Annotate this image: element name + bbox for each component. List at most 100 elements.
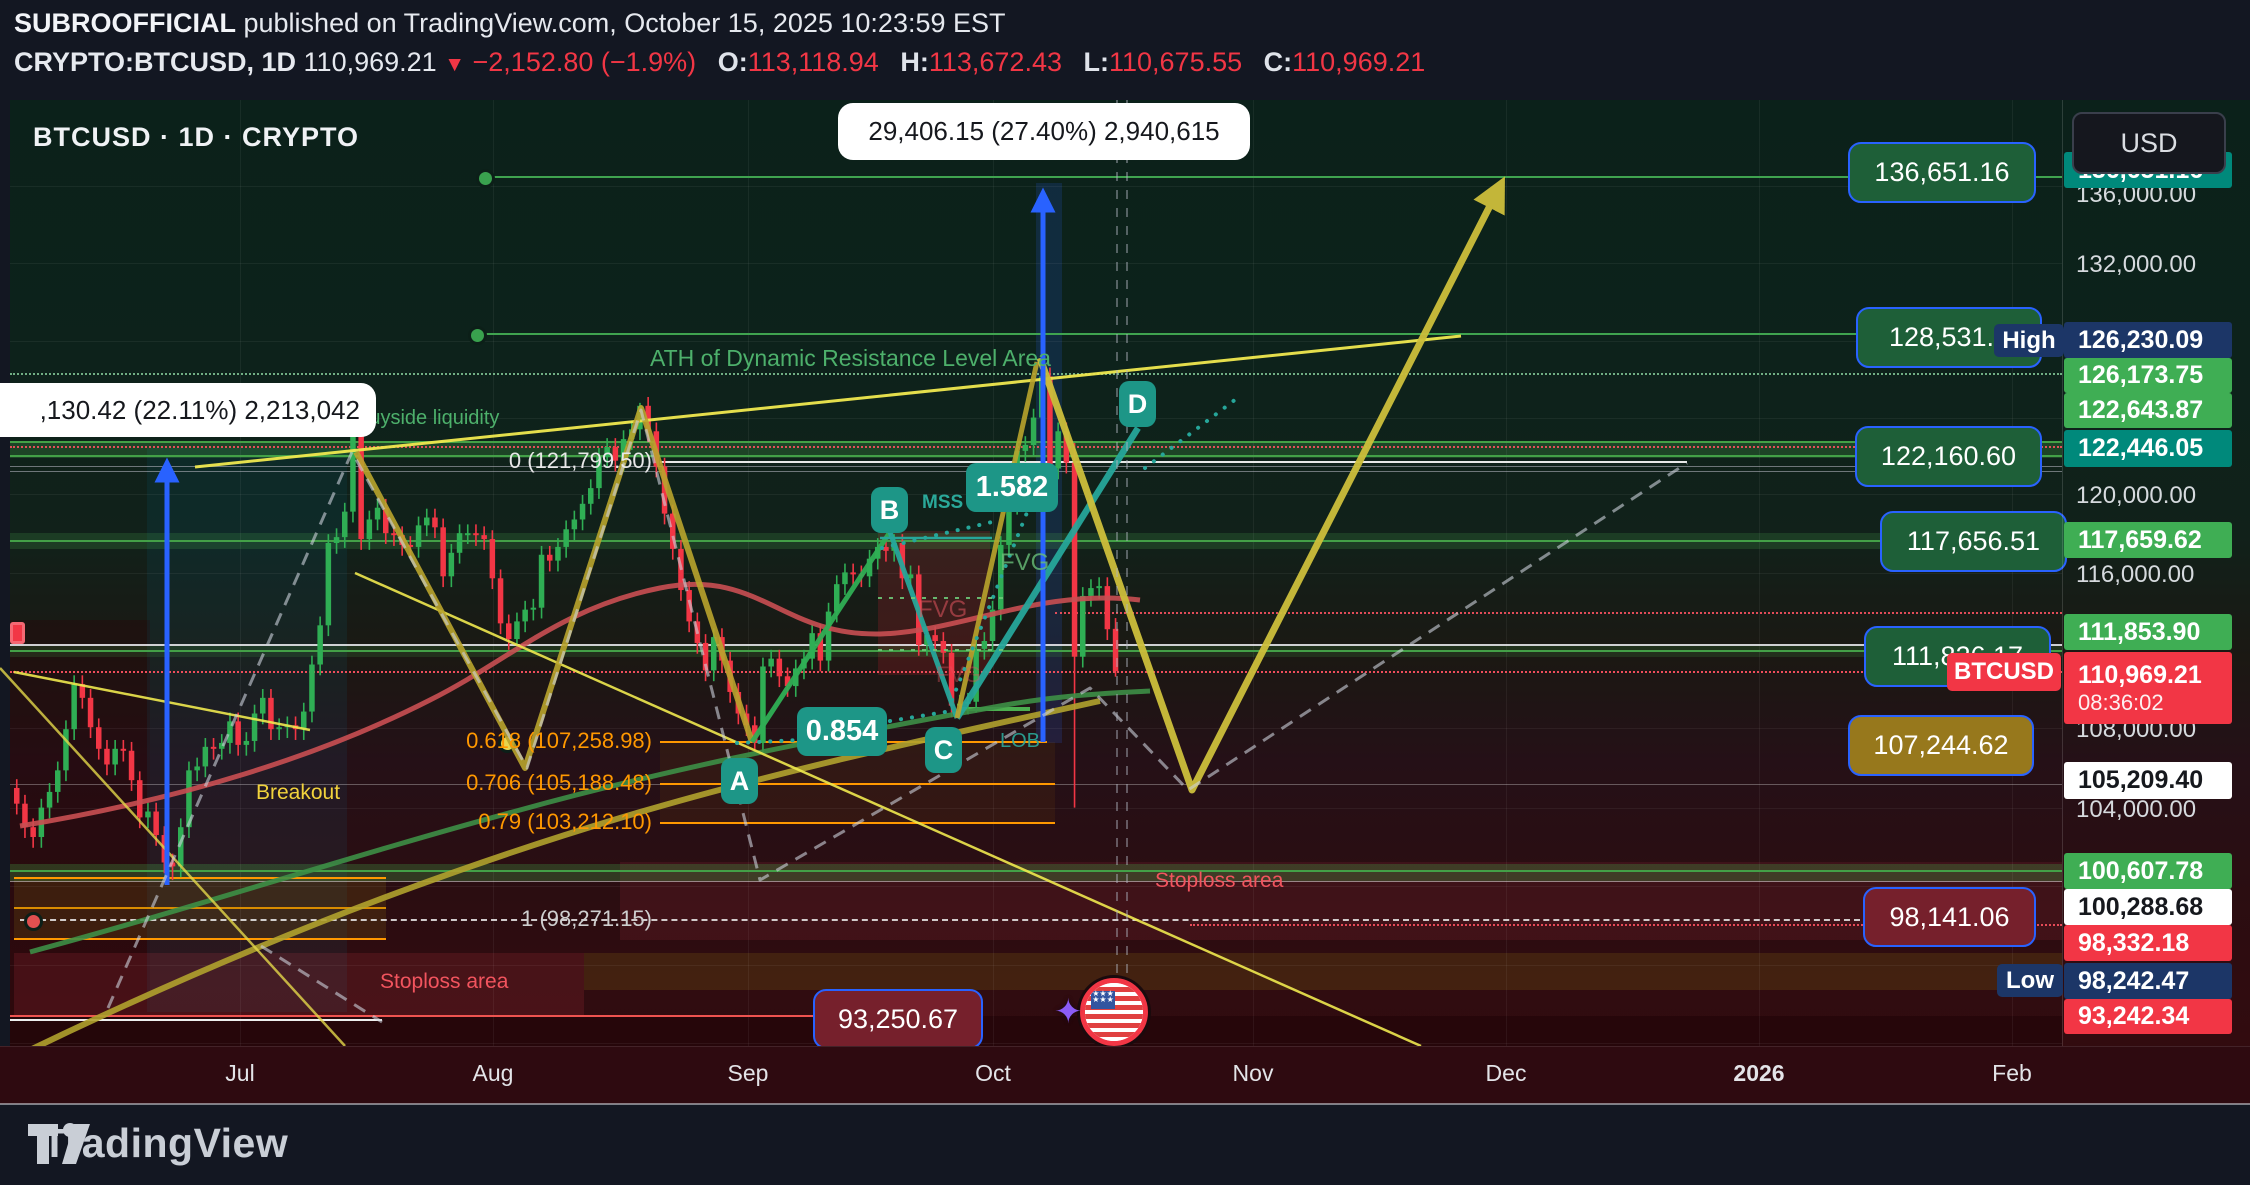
down-arrow-icon: ▼	[444, 53, 465, 76]
annotation-breakout: Breakout	[256, 781, 341, 804]
axis-price-label: 126,230.09	[2064, 322, 2232, 358]
tradingview-watermark: TradingView	[28, 1120, 288, 1167]
pattern-chip-b[interactable]: B	[871, 487, 908, 533]
axis-price-label: 98,332.18	[2064, 925, 2232, 961]
orange-left-1	[14, 876, 386, 879]
axis-price-label: 126,173.75	[2064, 358, 2232, 393]
current-price: 110,969.21	[2078, 660, 2202, 689]
orange-left-2	[14, 907, 386, 909]
symbol-label: CRYPTO:BTCUSD, 1D	[14, 47, 297, 77]
annotation-stoploss-area: Stoploss area	[380, 970, 509, 993]
grid-hline	[10, 728, 2062, 729]
sparkle-icon: ✦	[1054, 993, 1083, 1031]
olive-zone-bottom	[584, 953, 2062, 990]
level-136651	[484, 175, 2062, 178]
axis-price-label: 122,446.05	[2064, 430, 2232, 467]
time-label-feb: Feb	[1992, 1060, 2032, 1086]
axis-grid-label: 104,000.00	[2076, 796, 2197, 823]
measure-callout-1[interactable]: ,130.42 (22.11%) 2,213,042	[0, 383, 376, 437]
currency-toggle-button[interactable]: USD	[2072, 112, 2226, 174]
fib-79-line	[660, 821, 1055, 824]
level-111853	[10, 650, 2062, 652]
time-label-nov: Nov	[1232, 1060, 1274, 1086]
orange-left-3	[14, 937, 386, 940]
price-chip-9325067[interactable]: 93,250.67	[813, 989, 983, 1049]
grid-hline	[10, 886, 2062, 887]
grid-vline	[1759, 100, 1760, 1046]
grid-hline	[10, 1043, 2062, 1044]
annotation-0-618-107-258-98-: 0.618 (107,258.98)	[466, 728, 652, 753]
bar-countdown: 08:36:02	[2078, 689, 2164, 715]
open-key: O:	[717, 47, 748, 77]
alert-flag-icon[interactable]	[10, 622, 25, 644]
ob-green-segment	[960, 707, 1030, 711]
level-100607	[10, 869, 2062, 872]
annotation-stoploss-area: Stoploss area	[1155, 869, 1284, 892]
axis-price-label: 105,209.40	[2064, 762, 2232, 799]
watermark-text: TradingView	[42, 1120, 289, 1166]
annotation-lob: LOB	[1000, 730, 1041, 752]
axis-tag-high: High	[1994, 324, 2064, 357]
annotation-fvg: FVG	[1000, 549, 1050, 576]
time-axis[interactable]	[0, 1046, 2250, 1104]
price-chip-10724462[interactable]: 107,244.62	[1848, 715, 2034, 776]
low-key: L:	[1083, 47, 1109, 77]
last-price: 110,969.21	[303, 47, 437, 77]
line-anchor-dot	[468, 326, 487, 345]
price-chip-9814106[interactable]: 98,141.06	[1863, 887, 2036, 947]
time-axis-border	[0, 1103, 2250, 1105]
pattern-chip-c[interactable]: C	[925, 727, 962, 773]
measure-callout-2[interactable]: 29,406.15 (27.40%) 2,940,615	[838, 103, 1250, 160]
axis-tag-low: Low	[1997, 964, 2063, 997]
level-122643	[10, 441, 2062, 443]
red-line-93250	[10, 1015, 813, 1017]
time-label-2026: 2026	[1733, 1060, 1785, 1086]
axis-price-label: 98,242.47	[2064, 963, 2232, 999]
annotation-mss: MSS	[922, 492, 964, 513]
red-dotted-high	[1055, 612, 2062, 614]
time-label-dec: Dec	[1485, 1060, 1527, 1086]
change-value: −2,152.80 (−1.9%)	[472, 47, 697, 77]
price-chip-12216060[interactable]: 122,160.60	[1855, 426, 2042, 487]
red-dotted-upper	[10, 446, 2062, 448]
high-value: 113,672.43	[928, 47, 1062, 77]
grid-hline	[10, 341, 2062, 342]
price-chip-13665116[interactable]: 136,651.16	[1848, 142, 2036, 203]
byline: SUBROOFFICIAL published on TradingView.c…	[14, 8, 1006, 38]
level-122446	[10, 455, 2062, 457]
chart-title: BTCUSD · 1D · CRYPTO	[33, 122, 360, 152]
fib-0-line	[660, 461, 1687, 463]
axis-price-label: 111,853.90	[2064, 614, 2232, 650]
us-event-flag-icon[interactable]: ★★★ ★★★	[1080, 978, 1148, 1046]
axis-price-label: 122,643.87	[2064, 393, 2232, 428]
level-128531	[476, 332, 2062, 335]
pattern-chip-0.854[interactable]: 0.854	[797, 707, 887, 756]
time-label-oct: Oct	[975, 1060, 1011, 1086]
pattern-chip-a[interactable]: A	[721, 758, 758, 804]
price-chip-11765651[interactable]: 117,656.51	[1880, 511, 2067, 572]
white-line-mid	[10, 644, 2062, 646]
level-117659	[10, 540, 2062, 542]
high-key: H:	[900, 47, 929, 77]
white-line-bottom	[10, 1019, 382, 1021]
annotation-0-706-105-188-48-: 0.706 (105,188.48)	[466, 770, 652, 795]
grid-hline	[10, 186, 2062, 187]
open-value: 113,118.94	[747, 47, 879, 77]
axis-grid-label: 132,000.00	[2076, 251, 2197, 278]
fib-706-line	[660, 782, 1055, 785]
axis-price-label: 100,607.78	[2064, 853, 2232, 889]
grid-hline	[10, 808, 2062, 809]
symbol-summary: CRYPTO:BTCUSD, 1D 110,969.21 ▼ −2,152.80…	[14, 47, 1425, 78]
white-100288	[10, 881, 2062, 883]
price-axis-separator	[2062, 100, 2063, 1103]
axis-grid-label: 120,000.00	[2076, 482, 2197, 509]
axis-price-label: 110,969.21 08:36:02	[2064, 652, 2232, 724]
ath-liquidity-dotted	[10, 373, 2062, 375]
annotation-fvg: FVG	[918, 596, 968, 623]
time-label-jul: Jul	[225, 1060, 255, 1086]
time-label-aug: Aug	[472, 1060, 514, 1086]
pattern-chip-1.582[interactable]: 1.582	[966, 463, 1058, 512]
axis-price-label: 117,659.62	[2064, 522, 2232, 558]
close-key: C:	[1263, 47, 1293, 77]
pattern-chip-d[interactable]: D	[1119, 381, 1156, 427]
